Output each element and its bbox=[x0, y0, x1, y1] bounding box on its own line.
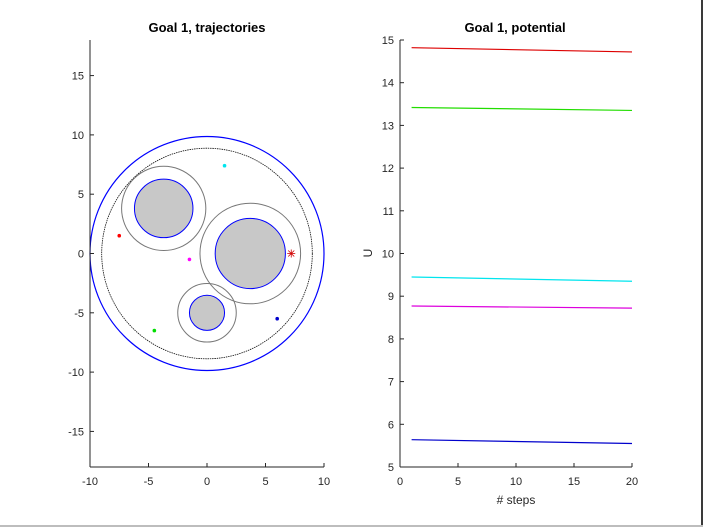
y-tick-label-1: -10 bbox=[68, 367, 84, 379]
y-tick-label-2: -5 bbox=[74, 308, 84, 320]
trajectories-y-ticks: -15 -10 -5 0 5 10 15 bbox=[68, 71, 94, 438]
agent-point-4 bbox=[152, 328, 157, 333]
agent-point-5 bbox=[275, 316, 280, 321]
y-tick-label-7: 12 bbox=[382, 163, 394, 175]
y-tick-label-0: -15 bbox=[68, 426, 84, 438]
potential-series-line-5 bbox=[411, 439, 633, 445]
trajectories-axes: Goal 1, trajectories -10 -5 0 5 10 -15 -10 -5 0… bbox=[68, 20, 330, 488]
y-tick-label-2: 7 bbox=[388, 377, 394, 389]
trajectories-x-ticks: -10 -5 0 5 10 bbox=[82, 463, 330, 488]
x-tick-label-2: 10 bbox=[510, 476, 522, 488]
potential-x-label: # steps bbox=[497, 493, 536, 507]
y-tick-label-3: 0 bbox=[78, 249, 84, 261]
potential-title: Goal 1, potential bbox=[464, 20, 565, 35]
y-tick-label-5: 10 bbox=[72, 130, 84, 142]
agents-layer bbox=[117, 163, 280, 333]
potential-series-layer bbox=[411, 47, 633, 445]
window-bottom-border bbox=[0, 525, 703, 527]
potential-y-label: U bbox=[361, 249, 375, 258]
potential-axes: Goal 1, potential 0 5 10 15 20 5678910111213… bbox=[361, 20, 638, 507]
potential-y-ticks: 5 6 7 8 9 10 11 12 13 14 15 bbox=[382, 35, 404, 474]
obstacle-safety-ring-1 bbox=[199, 202, 302, 305]
trajectories-title: Goal 1, trajectories bbox=[148, 20, 265, 35]
obstacle-2 bbox=[133, 178, 194, 239]
obstacles-layer bbox=[89, 135, 325, 372]
x-tick-label-2: 0 bbox=[204, 476, 210, 488]
y-tick-label-6: 11 bbox=[383, 206, 394, 218]
potential-series-line-3 bbox=[411, 276, 633, 282]
x-tick-label-1: -5 bbox=[144, 476, 154, 488]
potential-series-line-4 bbox=[411, 305, 633, 309]
y-tick-label-9: 14 bbox=[382, 78, 394, 90]
agent-point-2 bbox=[222, 163, 227, 168]
agent-point-1 bbox=[117, 233, 122, 238]
obstacle-3 bbox=[188, 294, 226, 331]
x-tick-label-0: 0 bbox=[397, 476, 403, 488]
x-tick-label-4: 20 bbox=[626, 476, 638, 488]
y-tick-label-6: 15 bbox=[72, 71, 84, 83]
x-tick-label-3: 15 bbox=[568, 476, 580, 488]
y-tick-label-0: 5 bbox=[388, 462, 394, 474]
potential-series-line-1 bbox=[411, 47, 633, 53]
window-right-border bbox=[701, 0, 703, 527]
x-tick-label-0: -10 bbox=[82, 476, 98, 488]
x-tick-label-3: 5 bbox=[262, 476, 268, 488]
obstacle-safety-ring-3 bbox=[177, 283, 237, 343]
y-tick-label-5: 10 bbox=[382, 249, 394, 261]
goal-marker bbox=[287, 249, 296, 258]
agent-point-3 bbox=[187, 257, 192, 262]
y-tick-label-1: 6 bbox=[388, 419, 394, 431]
obstacle-safety-ring-2 bbox=[121, 165, 207, 252]
y-tick-label-4: 9 bbox=[388, 291, 394, 303]
x-tick-label-1: 5 bbox=[455, 476, 461, 488]
y-tick-label-10: 15 bbox=[382, 35, 394, 47]
goal-marker-stroke-4 bbox=[287, 250, 295, 257]
y-tick-label-8: 13 bbox=[382, 120, 394, 132]
y-tick-label-3: 8 bbox=[388, 334, 394, 346]
goal-layer bbox=[287, 249, 296, 258]
y-tick-label-4: 5 bbox=[78, 189, 84, 201]
potential-series-line-2 bbox=[411, 106, 633, 112]
world-safety-circle bbox=[101, 147, 313, 360]
obstacle-1 bbox=[214, 217, 286, 290]
x-tick-label-4: 10 bbox=[318, 476, 330, 488]
potential-x-ticks: 0 5 10 15 20 bbox=[397, 463, 638, 488]
